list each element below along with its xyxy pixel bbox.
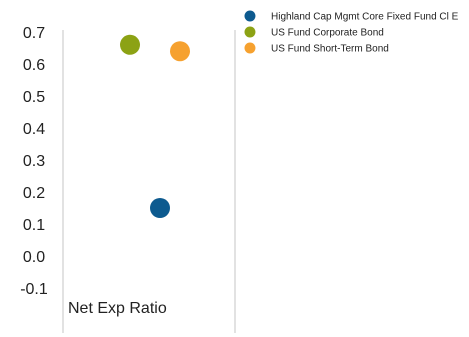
data-point-2 <box>120 34 140 55</box>
legend-label-1: Highland Cap Mgmt Core Fixed Fund Cl E <box>271 12 459 23</box>
legend-marker-1 <box>244 10 256 22</box>
legend-label-2: US Fund Corporate Bond <box>271 28 384 39</box>
legend-label-3: US Fund Short-Term Bond <box>271 44 389 55</box>
category-label: Net Exp Ratio <box>68 300 167 317</box>
y-tick-label: 0.0 <box>23 249 45 266</box>
legend-marker-2 <box>244 26 256 38</box>
legend-marker-3 <box>244 42 256 54</box>
y-tick-label: 0.7 <box>23 25 45 42</box>
data-point-1 <box>150 198 170 218</box>
y-axis-ticks: 0.7 0.6 0.5 0.4 0.3 0.2 0.1 0.0 -0.1 <box>20 25 48 298</box>
data-points <box>120 34 190 218</box>
y-tick-label: 0.2 <box>23 185 45 202</box>
y-tick-label: 0.6 <box>23 57 45 74</box>
y-tick-label: 0.3 <box>23 153 45 170</box>
y-tick-label: 0.5 <box>23 89 45 106</box>
legend: Highland Cap Mgmt Core Fixed Fund Cl E US… <box>244 10 459 55</box>
y-tick-label: 0.1 <box>23 217 45 234</box>
y-tick-label: -0.1 <box>20 281 48 298</box>
data-point-3 <box>170 41 190 62</box>
y-tick-label: 0.4 <box>23 121 45 138</box>
grid-lines <box>62 30 236 333</box>
